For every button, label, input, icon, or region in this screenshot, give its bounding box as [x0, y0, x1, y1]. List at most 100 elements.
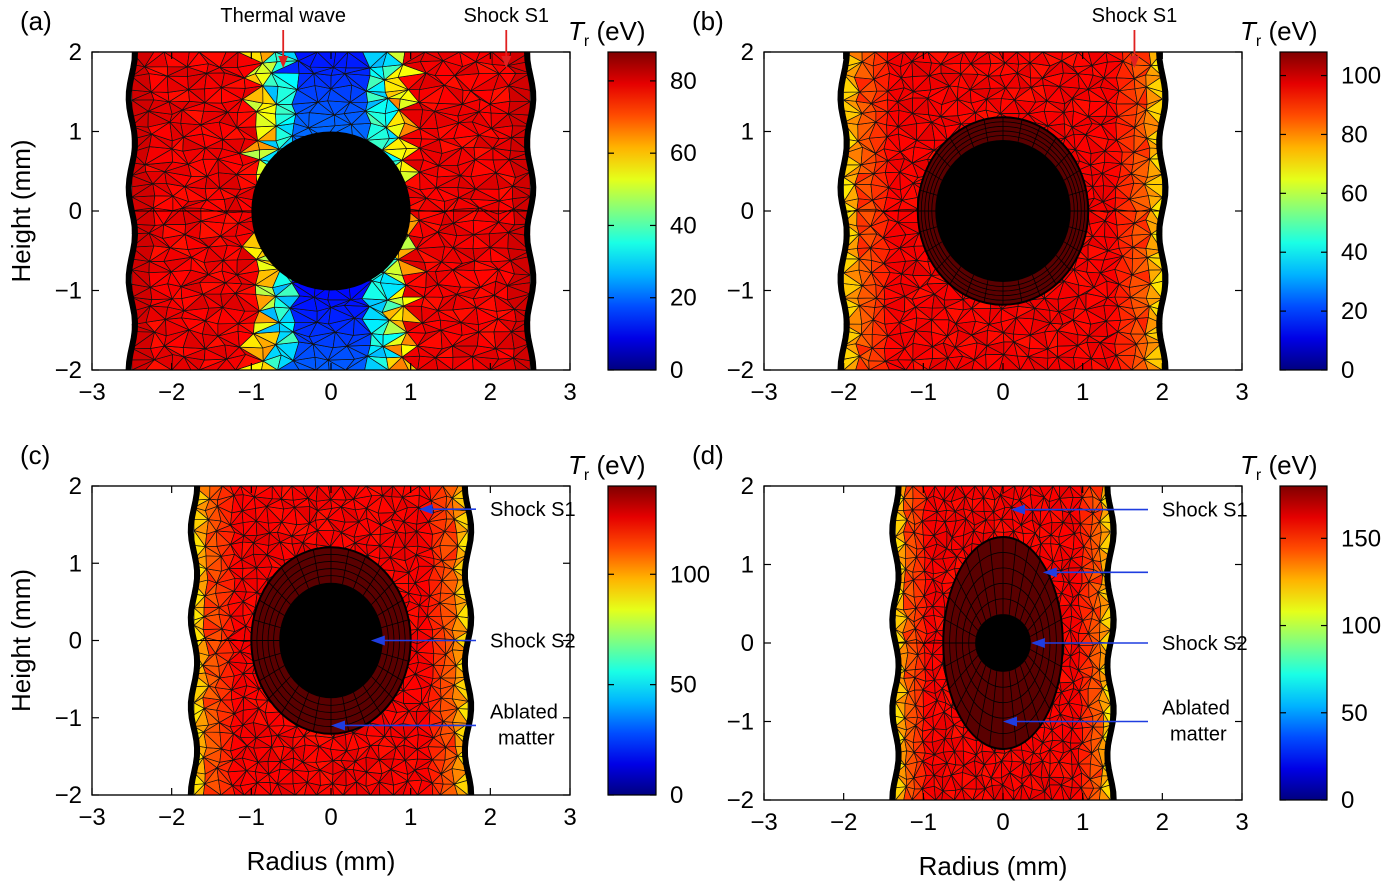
annotation: Shock S1 [418, 499, 576, 521]
annotation-arrowhead [418, 504, 433, 515]
annotation: Shock S1 [1010, 500, 1248, 522]
annotation: Shock S1 [463, 5, 549, 68]
y-tick-label: −1 [727, 709, 754, 736]
x-tick-label: 2 [484, 379, 497, 406]
annotation-arrowhead [1010, 504, 1025, 515]
x-tick-label: −3 [78, 804, 105, 831]
colorbar-tick-label: 40 [1341, 239, 1368, 266]
colorbar-tick-label: 150 [1341, 525, 1381, 552]
x-tick-label: 2 [484, 804, 497, 831]
x-tick-label: 1 [1076, 379, 1089, 406]
annotation-label: Shock S2 [490, 631, 576, 653]
x-tick-label: −1 [910, 809, 937, 836]
x-tick-label: −1 [238, 804, 265, 831]
left-wall [187, 485, 201, 796]
temperature-mesh [193, 486, 469, 795]
x-axis-label: Radius (mm) [919, 851, 1068, 881]
colorbar: 0 20 40 60 80 100 Tr (eV) [1240, 16, 1381, 384]
annotation-label-line2: matter [498, 727, 555, 749]
x-tick-label: 1 [404, 804, 417, 831]
left-wall [837, 51, 850, 371]
annotation-arrowhead [1042, 567, 1057, 578]
annotation-label: Shock S1 [490, 499, 576, 521]
y-tick-label: −1 [55, 278, 82, 305]
colorbar-tick-label: 80 [670, 68, 697, 95]
x-tick-label: −3 [750, 379, 777, 406]
annotation-arrowhead [501, 56, 512, 68]
x-tick-label: 2 [1156, 379, 1169, 406]
panel-label: (a) [20, 6, 52, 36]
x-tick-label: 0 [324, 804, 337, 831]
x-tick-label: −2 [158, 379, 185, 406]
x-tick-label: 0 [996, 379, 1009, 406]
annotation-arrowhead [370, 635, 385, 646]
left-wall [125, 51, 139, 371]
x-tick-label: −2 [158, 804, 185, 831]
y-tick-label: −1 [55, 705, 82, 732]
x-tick-label: 1 [404, 379, 417, 406]
y-tick-label: 0 [69, 628, 82, 655]
y-tick-label: 1 [69, 550, 82, 577]
colorbar-tick-label: 100 [1341, 613, 1381, 640]
y-tick-label: −2 [727, 787, 754, 814]
colorbar-label: Tr (eV) [1240, 16, 1318, 50]
colorbar: 0 50 100 Tr (eV) [568, 450, 710, 809]
annotation: Ablated matter [1003, 698, 1230, 746]
colorbar-tick-label: 0 [1341, 787, 1354, 814]
y-tick-label: 0 [741, 630, 754, 657]
annotation: Shock S2 [370, 631, 576, 653]
colorbar-tick-label: 20 [670, 285, 697, 312]
colorbar: 0 20 40 60 80 Tr (eV) [568, 16, 697, 384]
panel-label: (d) [692, 440, 724, 470]
y-tick-label: 1 [741, 552, 754, 579]
annotation-label: Shock S1 [1092, 5, 1178, 27]
annotation-label: Shock S1 [463, 5, 549, 27]
y-tick-label: 1 [69, 119, 82, 146]
annotation-label-line2: matter [1170, 724, 1227, 746]
right-wall [1156, 51, 1169, 371]
x-axis-label: Radius (mm) [247, 846, 396, 876]
colorbar-gradient [1279, 485, 1328, 801]
x-tick-label: −3 [78, 379, 105, 406]
panel-label: (c) [20, 440, 50, 470]
x-tick-label: −1 [238, 379, 265, 406]
annotation: Shock S1 [1092, 5, 1178, 68]
left-wall [889, 485, 902, 801]
colorbar-tick-label: 60 [1341, 180, 1368, 207]
colorbar-label: Tr (eV) [1240, 450, 1318, 484]
colorbar-label: Tr (eV) [568, 450, 646, 484]
annotation: Ablated matter [331, 701, 558, 749]
colorbar-gradient [607, 51, 657, 371]
temperature-mesh [895, 486, 1111, 800]
colorbar-tick-label: 20 [1341, 298, 1368, 325]
y-tick-label: −2 [55, 357, 82, 384]
x-tick-label: −2 [830, 809, 857, 836]
y-tick-label: 0 [69, 198, 82, 225]
annotation-label: Ablated [1162, 698, 1230, 720]
y-tick-label: −2 [727, 357, 754, 384]
x-tick-label: 3 [563, 804, 576, 831]
x-tick-label: 3 [1235, 809, 1248, 836]
colorbar-tick-label: 40 [670, 212, 697, 239]
colorbar-tick-label: 0 [670, 782, 683, 809]
y-axis-label: Height (mm) [6, 569, 36, 712]
colorbar-tick-label: 60 [670, 140, 697, 167]
x-tick-label: −1 [910, 379, 937, 406]
x-tick-label: 0 [996, 809, 1009, 836]
annotation-arrowhead [1030, 638, 1045, 648]
temperature-mesh [843, 52, 1163, 370]
x-tick-label: 3 [1235, 379, 1248, 406]
y-tick-label: 2 [69, 39, 82, 66]
colorbar-tick-label: 50 [1341, 700, 1368, 727]
colorbar-tick-label: 100 [670, 561, 710, 588]
y-tick-label: 2 [741, 39, 754, 66]
y-tick-label: −2 [55, 782, 82, 809]
x-tick-label: 2 [1156, 809, 1169, 836]
annotation-label: Thermal wave [220, 5, 346, 27]
annotation-label: Ablated [490, 701, 558, 723]
y-tick-label: 1 [741, 119, 754, 146]
annotation: Thermal wave [220, 5, 346, 68]
